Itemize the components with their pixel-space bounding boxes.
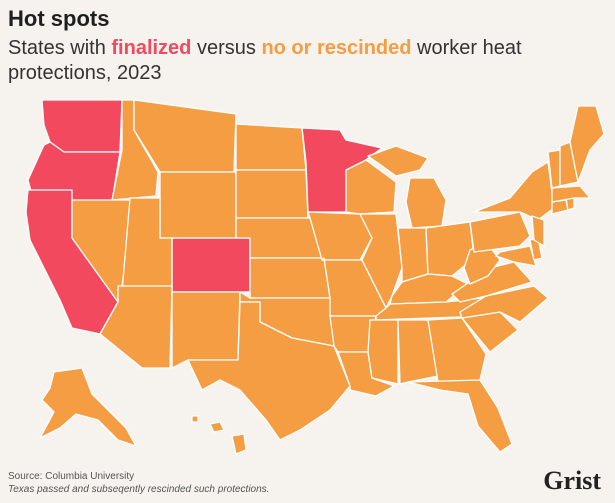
source-note: Source: Columbia University Texas passed… <box>8 470 269 496</box>
state-hawaii-big <box>231 433 247 455</box>
state-maryland <box>495 245 537 267</box>
state-north-carolina <box>459 285 549 323</box>
state-mississippi <box>367 319 399 385</box>
state-north-dakota <box>235 123 307 171</box>
state-wisconsin <box>345 159 397 215</box>
source-text: Source: Columbia University <box>8 471 135 482</box>
footnote-text: Texas passed and subseqently rescinded s… <box>8 484 270 495</box>
subtitle-text-2: versus <box>191 37 262 59</box>
chart-subtitle: States with finalized versus no or resci… <box>8 36 568 86</box>
state-arizona <box>99 285 173 369</box>
state-alaska <box>39 367 137 447</box>
state-new-mexico <box>171 291 241 369</box>
subtitle-text-1: States with <box>8 37 112 59</box>
state-new-jersey <box>531 215 545 247</box>
state-wyoming <box>159 171 237 239</box>
state-illinois <box>359 213 403 309</box>
subtitle-finalized: finalized <box>111 37 192 59</box>
state-pennsylvania <box>469 211 531 253</box>
grist-logo: Grist <box>543 466 601 495</box>
state-south-dakota <box>235 169 309 219</box>
subtitle-text-3: worker heat protections, 2023 <box>8 37 522 84</box>
state-hawaii-islands-west <box>191 415 199 423</box>
state-michigan-up <box>367 145 429 177</box>
state-colorado <box>171 237 251 293</box>
state-ohio <box>425 221 475 277</box>
state-massachusetts <box>551 185 591 203</box>
state-florida <box>407 379 513 453</box>
subtitle-none-rescinded: no or rescinded <box>261 37 412 59</box>
state-maine <box>569 105 605 183</box>
state-hawaii-islands <box>209 421 225 433</box>
state-michigan <box>405 177 447 229</box>
state-georgia <box>427 317 487 383</box>
state-indiana <box>397 227 429 283</box>
state-new-york <box>473 161 555 221</box>
chart-title: Hot spots <box>8 6 110 31</box>
state-texas <box>187 301 351 441</box>
state-kansas <box>249 257 331 299</box>
state-alabama <box>397 319 439 385</box>
us-map <box>25 99 605 455</box>
